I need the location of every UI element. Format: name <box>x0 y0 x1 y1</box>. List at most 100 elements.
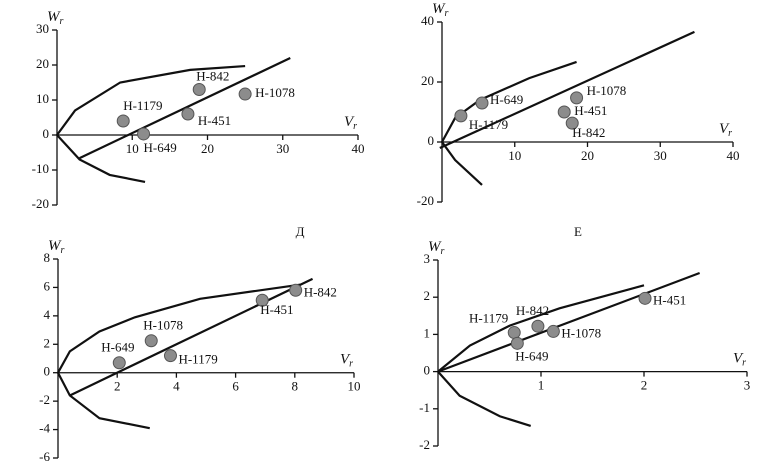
y-label-main: W <box>48 238 62 254</box>
curve <box>437 284 645 373</box>
point <box>238 87 252 101</box>
point-label: Н-1179 <box>178 352 217 367</box>
point-label: Н-649 <box>101 340 134 355</box>
y-tick-label: 3 <box>424 251 431 266</box>
x-tick-label: 40 <box>727 148 740 163</box>
x-tick-label: 2 <box>641 378 648 393</box>
point-label: Н-1078 <box>587 83 627 98</box>
point <box>289 283 303 297</box>
point <box>137 127 151 141</box>
curve <box>57 283 301 374</box>
x-tick-label: 2 <box>114 379 121 394</box>
curve <box>56 134 146 183</box>
curve <box>439 30 695 150</box>
x-tick-label: 30 <box>276 141 289 156</box>
x-axis-label: Vr <box>719 121 732 139</box>
curve <box>56 64 246 136</box>
y-axis-label: Wr <box>428 239 445 257</box>
point <box>144 334 158 348</box>
x-tick-label: 20 <box>581 148 594 163</box>
point <box>531 319 545 333</box>
y-tick-label: 10 <box>36 91 49 106</box>
y-tick-label: 1 <box>424 325 431 340</box>
point-label: Н-842 <box>196 68 229 83</box>
y-tick-label: 4 <box>44 307 51 322</box>
y-label-main: W <box>432 1 446 17</box>
y-tick-label: 0 <box>428 133 435 148</box>
y-axis-label: Wr <box>48 238 65 256</box>
point-label: Н-649 <box>490 92 523 107</box>
panel-label: Д <box>296 224 305 239</box>
x-tick-label: 10 <box>348 379 361 394</box>
curve <box>437 370 532 427</box>
y-tick-label: -1 <box>419 400 430 415</box>
curve <box>79 57 291 160</box>
point-label: Н-649 <box>144 140 177 155</box>
y-label-sub: r <box>445 8 449 19</box>
point <box>163 349 177 363</box>
point-label: Н-1078 <box>255 85 295 100</box>
x-axis-label: Vr <box>340 352 353 370</box>
point <box>638 291 652 305</box>
x-label-main: V <box>733 351 744 367</box>
x-label-sub: r <box>353 121 357 132</box>
point <box>192 83 206 96</box>
curve <box>441 141 483 186</box>
x-axis-label: Vr <box>733 351 746 369</box>
y-tick-label: 2 <box>424 288 431 303</box>
x-label-sub: r <box>728 128 732 139</box>
x-tick-label: 20 <box>201 141 214 156</box>
x-tick-label: 1 <box>538 378 545 393</box>
y-label-sub: r <box>441 246 445 257</box>
x-label-main: V <box>340 352 351 368</box>
y-tick-label: 2 <box>44 335 51 350</box>
y-tick-label: 0 <box>424 363 431 378</box>
point-label: Н-451 <box>260 302 293 317</box>
point-label: Н-1179 <box>123 98 162 113</box>
point <box>507 326 521 340</box>
y-tick-label: -20 <box>417 193 434 208</box>
y-tick-label: -4 <box>39 421 50 436</box>
x-label-sub: r <box>349 359 353 370</box>
x-tick-label: 3 <box>744 378 751 393</box>
point-label: Н-451 <box>198 113 231 128</box>
y-tick-label: 20 <box>421 73 434 88</box>
y-label-sub: r <box>61 245 65 256</box>
point <box>570 91 584 105</box>
x-tick-label: 10 <box>126 141 139 156</box>
y-tick-label: -6 <box>39 449 50 464</box>
point-label: Н-1179 <box>469 311 508 326</box>
point <box>546 324 560 338</box>
point <box>454 109 468 123</box>
y-tick-label: 30 <box>36 21 49 36</box>
y-tick-label: 0 <box>43 126 50 141</box>
point <box>475 96 489 110</box>
y-label-sub: r <box>60 16 64 27</box>
curve <box>437 271 701 373</box>
panel-label: Е <box>574 224 582 239</box>
y-tick-label: -2 <box>419 437 430 452</box>
y-tick-label: -20 <box>32 196 49 211</box>
y-tick-label: 8 <box>44 250 51 265</box>
point <box>181 107 195 121</box>
y-tick-label: 20 <box>36 56 49 71</box>
x-tick-label: 4 <box>173 379 180 394</box>
point-label: Н-842 <box>516 303 549 318</box>
curve <box>57 372 150 430</box>
y-tick-label: 6 <box>44 278 51 293</box>
y-tick-label: -2 <box>39 392 50 407</box>
point <box>116 114 130 128</box>
point-label: Н-842 <box>572 125 605 140</box>
y-axis-label: Wr <box>432 1 449 19</box>
x-axis-label: Vr <box>344 114 357 132</box>
x-label-main: V <box>344 114 355 130</box>
x-tick-label: 8 <box>292 379 299 394</box>
point <box>557 105 571 119</box>
point-label: Н-1078 <box>561 325 601 340</box>
x-label-sub: r <box>742 358 746 369</box>
point-label: Н-451 <box>574 103 607 118</box>
x-tick-label: 30 <box>654 148 667 163</box>
point <box>112 356 126 370</box>
point-label: Н-649 <box>515 348 548 363</box>
